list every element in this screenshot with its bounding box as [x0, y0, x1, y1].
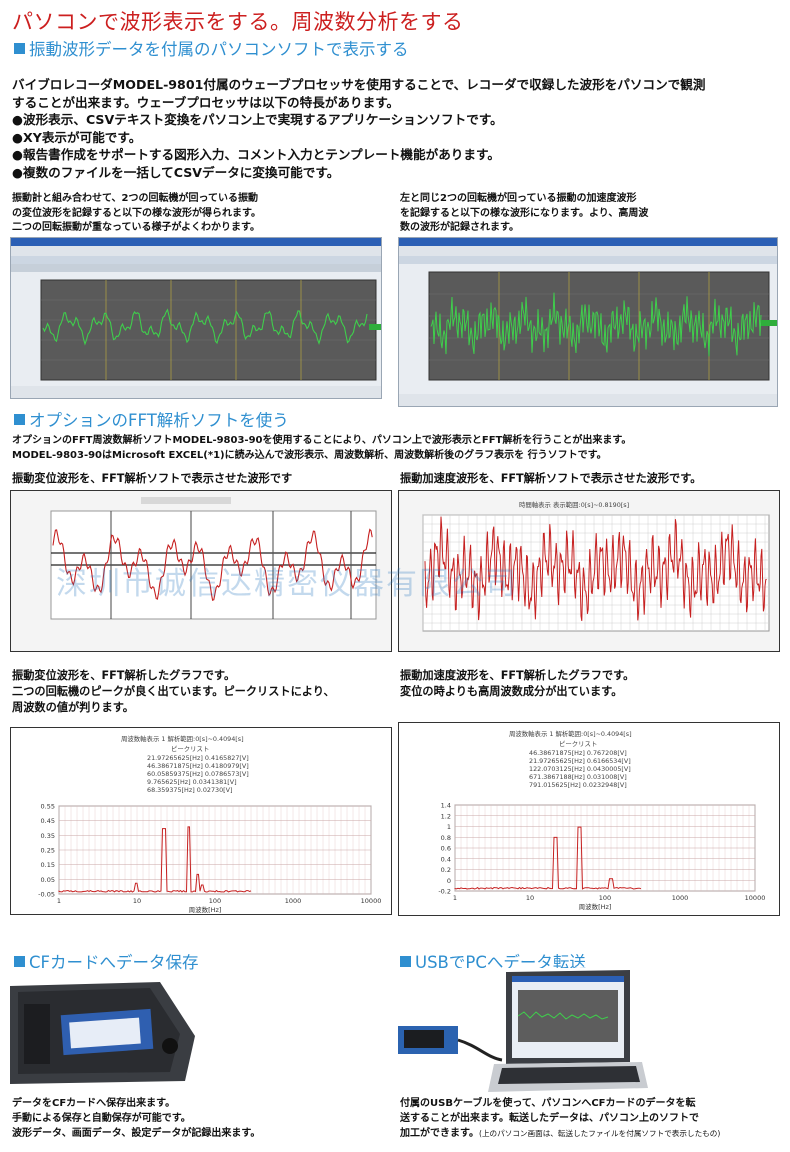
wave-processor-window [399, 238, 777, 406]
feature-bullet: ●XY表示が可能です。 [12, 129, 705, 147]
fft-chart-displacement: 周波数軸表示 1 解析範囲:0[s]~0.4094[s] ピークリスト 21.9… [10, 727, 392, 915]
x-tick-label: 100 [209, 897, 221, 905]
usb-description: 付属のUSBケーブルを使って、パソコンへCFカードのデータを転 送することが出来… [400, 1096, 720, 1141]
y-tick-label: 0.4 [441, 855, 451, 863]
x-axis-label: 周波数[Hz] [579, 902, 612, 911]
y-tick-label: 1.4 [441, 802, 451, 810]
square-bullet-icon [14, 956, 25, 967]
feature-bullet: ●波形表示、CSVテキスト変換をパソコン上で実現するアプリケーションソフトです。 [12, 111, 705, 129]
usb-note: (上のパソコン画面は、転送したファイルを付属ソフトで表示したもの) [479, 1129, 720, 1138]
cf-card-description: データをCFカードへ保存出来ます。 手動による保存と自動保存が可能です。 波形デ… [12, 1096, 260, 1141]
intro-text: バイブロレコーダMODEL-9801付属のウェーブプロセッサを使用することで、レ… [12, 76, 705, 181]
x-tick-label: 10 [133, 897, 141, 905]
x-tick-label: 10000 [745, 894, 766, 902]
y-tick-label: 0 [447, 877, 451, 885]
section-heading-cf-card: CFカードへデータ保存 [14, 949, 199, 973]
y-tick-label: 0.8 [441, 834, 451, 842]
y-tick-label: 0.15 [41, 861, 55, 869]
x-tick-label: 1000 [285, 897, 302, 905]
square-bullet-icon [14, 43, 25, 54]
caption-acceleration: 左と同じ2つの回転機が回っている振動の加速度波形 を記録すると以下の様な波形にな… [400, 192, 648, 236]
software-screenshot-displacement [10, 237, 382, 399]
section-heading-waveform: 振動波形データを付属のパソコンソフトで表示する [14, 36, 409, 60]
chart-title: 時間軸表示 表示範囲:0[s]~0.8190[s] [519, 500, 629, 509]
caption-fft-result-acceleration: 振動加速度波形を、FFT解析したグラフです。 変位の時よりも高周波数成分が出てい… [400, 668, 634, 700]
y-tick-label: 1.2 [441, 812, 451, 820]
feature-bullet: ●複数のファイルを一括してCSVデータに変換可能です。 [12, 164, 705, 182]
x-tick-label: 10 [526, 894, 534, 902]
page-title: パソコンで波形表示をする。周波数分析をする [12, 6, 464, 36]
y-tick-label: 0.05 [41, 876, 55, 884]
x-tick-label: 100 [599, 894, 611, 902]
x-tick-label: 1000 [672, 894, 689, 902]
laptop-usb-photo [398, 968, 648, 1098]
fft-chart-acceleration: 周波数軸表示 1 解析範囲:0[s]~0.4094[s] ピークリスト 46.3… [398, 722, 780, 916]
square-bullet-icon [14, 414, 25, 425]
y-tick-label: 0.6 [441, 845, 451, 853]
feature-bullet: ●報告書作成をサポートする図形入力、コメント入力とテンプレート機能があります。 [12, 146, 705, 164]
excel-wave-chart-acceleration: 時間軸表示 表示範囲:0[s]~0.8190[s] [398, 490, 780, 652]
y-tick-label: -0.05 [38, 891, 55, 899]
caption-fft-displacement-wave: 振動変位波形を、FFT解析ソフトで表示させた波形です [12, 471, 292, 487]
caption-fft-acceleration-wave: 振動加速度波形を、FFT解析ソフトで表示させた波形です。 [400, 471, 702, 487]
caption-displacement: 振動計と組み合わせて、2つの回転機が回っている振動 の変位波形を記録すると以下の… [12, 192, 261, 236]
y-tick-label: 0.2 [441, 866, 451, 874]
software-screenshot-acceleration [398, 237, 778, 407]
y-tick-label: -0.2 [438, 888, 451, 896]
caption-fft-result-displacement: 振動変位波形を、FFT解析したグラフです。 二つの回転機のピークが良く出ています… [12, 668, 335, 716]
excel-wave-chart-displacement [10, 490, 392, 652]
y-tick-label: 0.35 [41, 832, 55, 840]
recorder-cf-card-photo [10, 976, 200, 1088]
y-tick-label: 0.55 [41, 803, 55, 811]
x-tick-label: 10000 [361, 897, 382, 905]
x-tick-label: 1 [453, 894, 457, 902]
y-tick-label: 0.25 [41, 847, 55, 855]
y-tick-label: 0.45 [41, 817, 55, 825]
fft-intro-text: オプションのFFT周波数解析ソフトMODEL-9803-90を使用することにより… [12, 433, 631, 463]
square-bullet-icon [400, 956, 411, 967]
wave-processor-window [11, 238, 381, 398]
y-tick-label: 1 [447, 823, 451, 831]
x-tick-label: 1 [57, 897, 61, 905]
x-axis-label: 周波数[Hz] [189, 905, 222, 914]
section-heading-fft: オプションのFFT解析ソフトを使う [14, 407, 289, 431]
